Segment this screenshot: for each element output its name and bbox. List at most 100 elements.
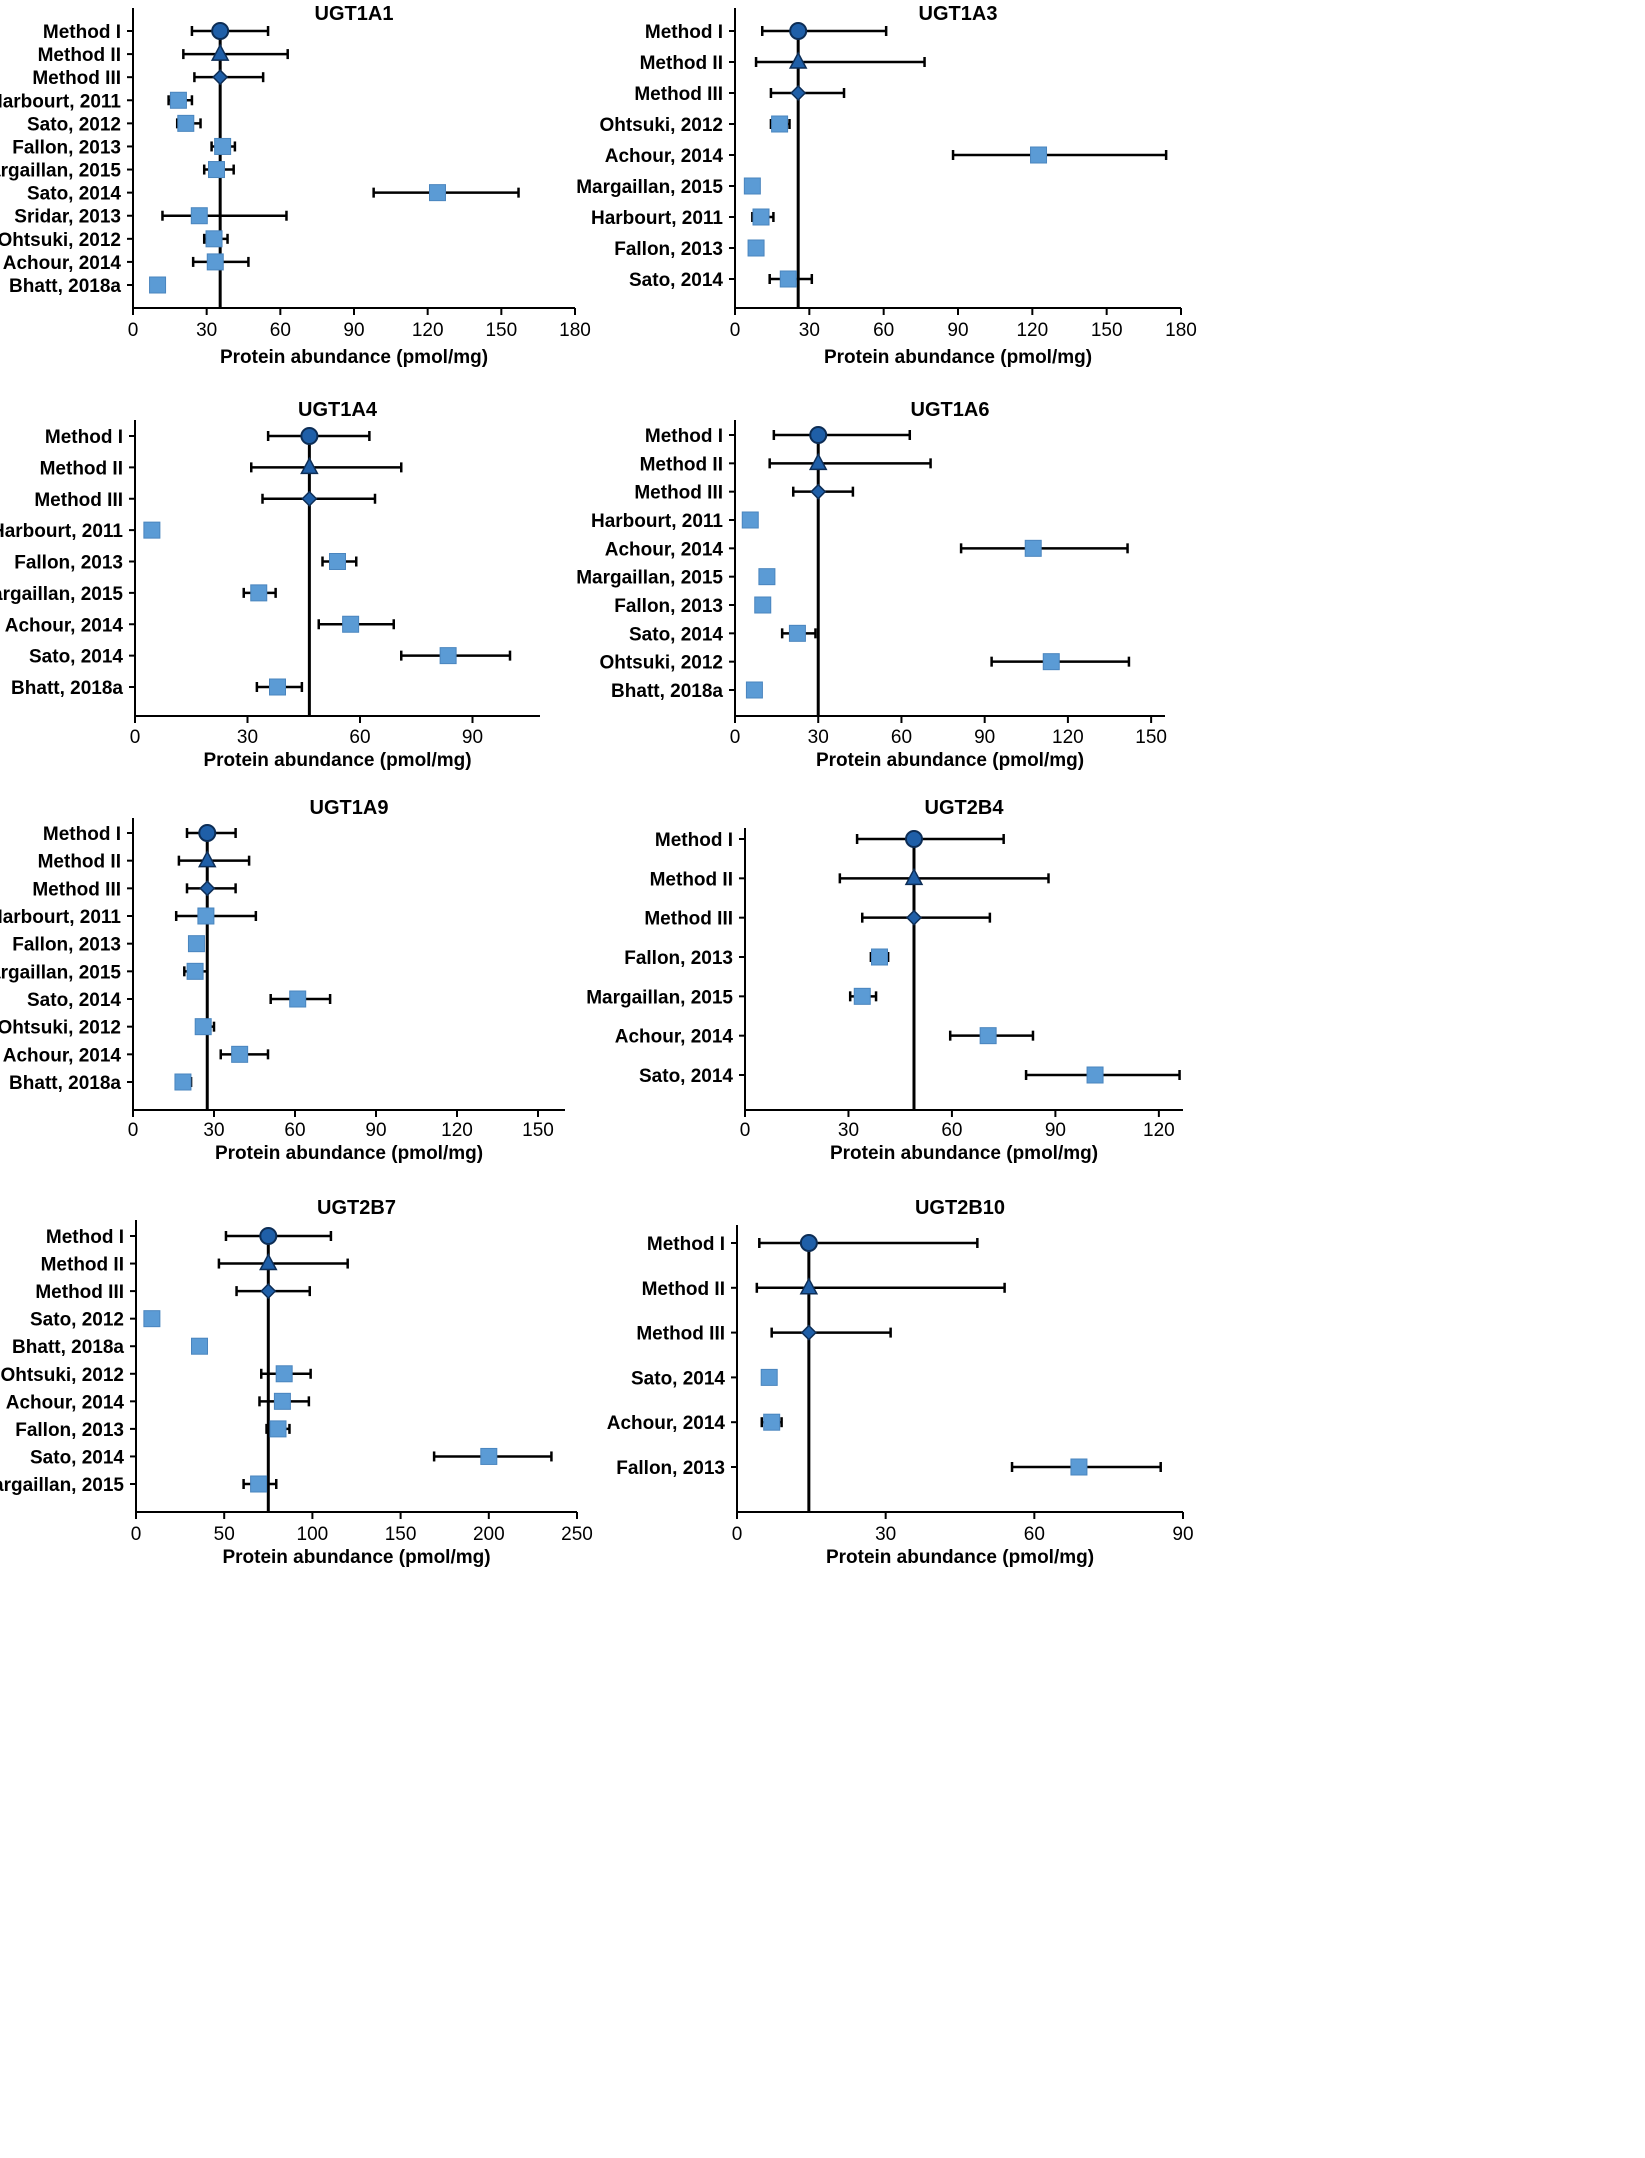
row-achour-2014: Achour, 2014 [3,253,250,274]
row-bhatt-2018a: Bhatt, 2018a [611,681,763,702]
data-point-square [250,584,268,602]
chart-title: UGT2B10 [915,1197,1005,1219]
data-point-square [205,230,223,248]
x-tick-label: 180 [559,320,591,341]
row-method-iii: Method III [32,68,265,89]
row-ohtsuki-2012: Ohtsuki, 2012 [0,1365,312,1386]
row-method-i: Method I [655,830,1005,851]
row-method-i: Method I [647,1234,979,1255]
category-label: Method I [655,830,733,851]
category-label: Margaillan, 2015 [576,568,723,589]
data-point-triangle [799,1277,819,1295]
category-label: Method II [41,1255,124,1276]
panel-ugt2b7: UGT2B7 0 50 100 150 200 250 Protein abundance (… [0,1197,593,1568]
data-point-triangle [198,850,217,868]
row-method-ii: Method II [41,1252,349,1276]
x-axis-label: Protein abundance (pmol/mg) [826,1547,1094,1568]
category-label: Sato, 2014 [30,1447,124,1468]
row-margaillan-2015: Margaillan, 2015 [586,987,878,1008]
category-label: Method III [32,68,121,89]
data-point-circle [211,22,230,40]
panel-ugt2b10: UGT2B10 0 30 60 90 Protein abundance (pmol/mg… [607,1197,1194,1568]
data-point-square [758,568,776,586]
chart-title: UGT1A1 [315,3,394,25]
category-label: Bhatt, 2018a [9,276,121,297]
category-label: Harbourt, 2011 [591,511,723,532]
row-method-iii: Method III [634,84,846,105]
x-tick-label: 30 [196,320,217,341]
x-tick-label: 150 [1135,727,1167,748]
data-point-triangle [904,867,924,886]
x-tick-label: 0 [730,320,741,341]
data-point-square [1086,1066,1104,1084]
data-point-square [214,137,232,155]
data-point-square [143,521,161,539]
category-label: Bhatt, 2018a [12,1337,124,1358]
data-point-square [1024,539,1042,557]
x-tick-label: 0 [128,1120,139,1141]
data-point-diamond [260,1283,277,1300]
data-point-square [250,1475,268,1493]
x-axis-label: Protein abundance (pmol/mg) [816,750,1084,771]
category-label: Achour, 2014 [5,615,124,636]
row-sato-2012: Sato, 2012 [30,1310,161,1331]
category-label: Method II [40,458,123,479]
row-method-ii: Method II [40,456,403,479]
x-tick-label: 150 [1091,320,1123,341]
x-axis-label: Protein abundance (pmol/mg) [220,347,488,368]
data-point-square [771,115,789,133]
chart-title: UGT1A6 [911,399,990,421]
row-sato-2014: Sato, 2014 [27,184,520,205]
x-tick-label: 150 [522,1120,554,1141]
category-label: Ohtsuki, 2012 [599,653,723,674]
category-label: Sato, 2014 [27,184,121,205]
category-label: Fallon, 2013 [12,935,121,956]
category-label: Method II [38,852,121,873]
data-point-square [741,511,759,529]
chart-title: UGT1A3 [919,3,998,25]
data-point-square [190,207,208,225]
chart-title: UGT2B4 [925,797,1005,819]
category-label: Method I [647,1234,725,1255]
panel-ugt1a1: UGT1A1 0 30 60 90 120 150 180 Protein abundance … [0,3,591,368]
x-tick-label: 200 [473,1524,505,1545]
data-point-square [191,1337,209,1355]
data-point-square [1030,146,1048,164]
category-label: Margaillan, 2015 [0,962,121,983]
x-axis-label: Protein abundance (pmol/mg) [222,1547,490,1568]
row-sato-2014: Sato, 2014 [629,270,814,291]
x-tick-label: 90 [1172,1524,1193,1545]
x-tick-label: 60 [284,1120,305,1141]
x-tick-label: 120 [1143,1120,1175,1141]
data-point-square [871,948,889,966]
data-point-diamond [905,909,923,926]
category-label: Harbourt, 2011 [0,907,121,928]
row-fallon-2013: Fallon, 2013 [12,935,205,956]
x-tick-label: 150 [385,1524,417,1545]
data-point-circle [259,1227,278,1245]
row-method-i: Method I [46,1227,333,1248]
x-tick-label: 50 [214,1524,235,1545]
x-tick-label: 90 [462,727,483,748]
row-fallon-2013: Fallon, 2013 [624,948,890,969]
data-point-square [752,208,770,226]
data-point-diamond [301,490,318,507]
category-label: Fallon, 2013 [14,553,123,574]
row-sato-2014: Sato, 2014 [631,1368,778,1389]
category-label: Method III [634,84,723,105]
data-point-square [169,91,187,109]
category-label: Achour, 2014 [607,1413,726,1434]
row-method-i: Method I [43,22,270,43]
data-point-square [207,161,225,179]
x-tick-label: 150 [485,320,517,341]
x-tick-label: 30 [799,320,820,341]
category-label: Method I [46,1227,124,1248]
row-achour-2014: Achour, 2014 [605,539,1129,560]
data-point-circle [809,426,828,444]
category-label: Achour, 2014 [605,146,724,167]
row-margaillan-2015: Margaillan, 2015 [0,1475,278,1496]
data-point-diamond [810,483,827,500]
data-point-triangle [300,456,319,475]
x-axis-label: Protein abundance (pmol/mg) [824,347,1092,368]
